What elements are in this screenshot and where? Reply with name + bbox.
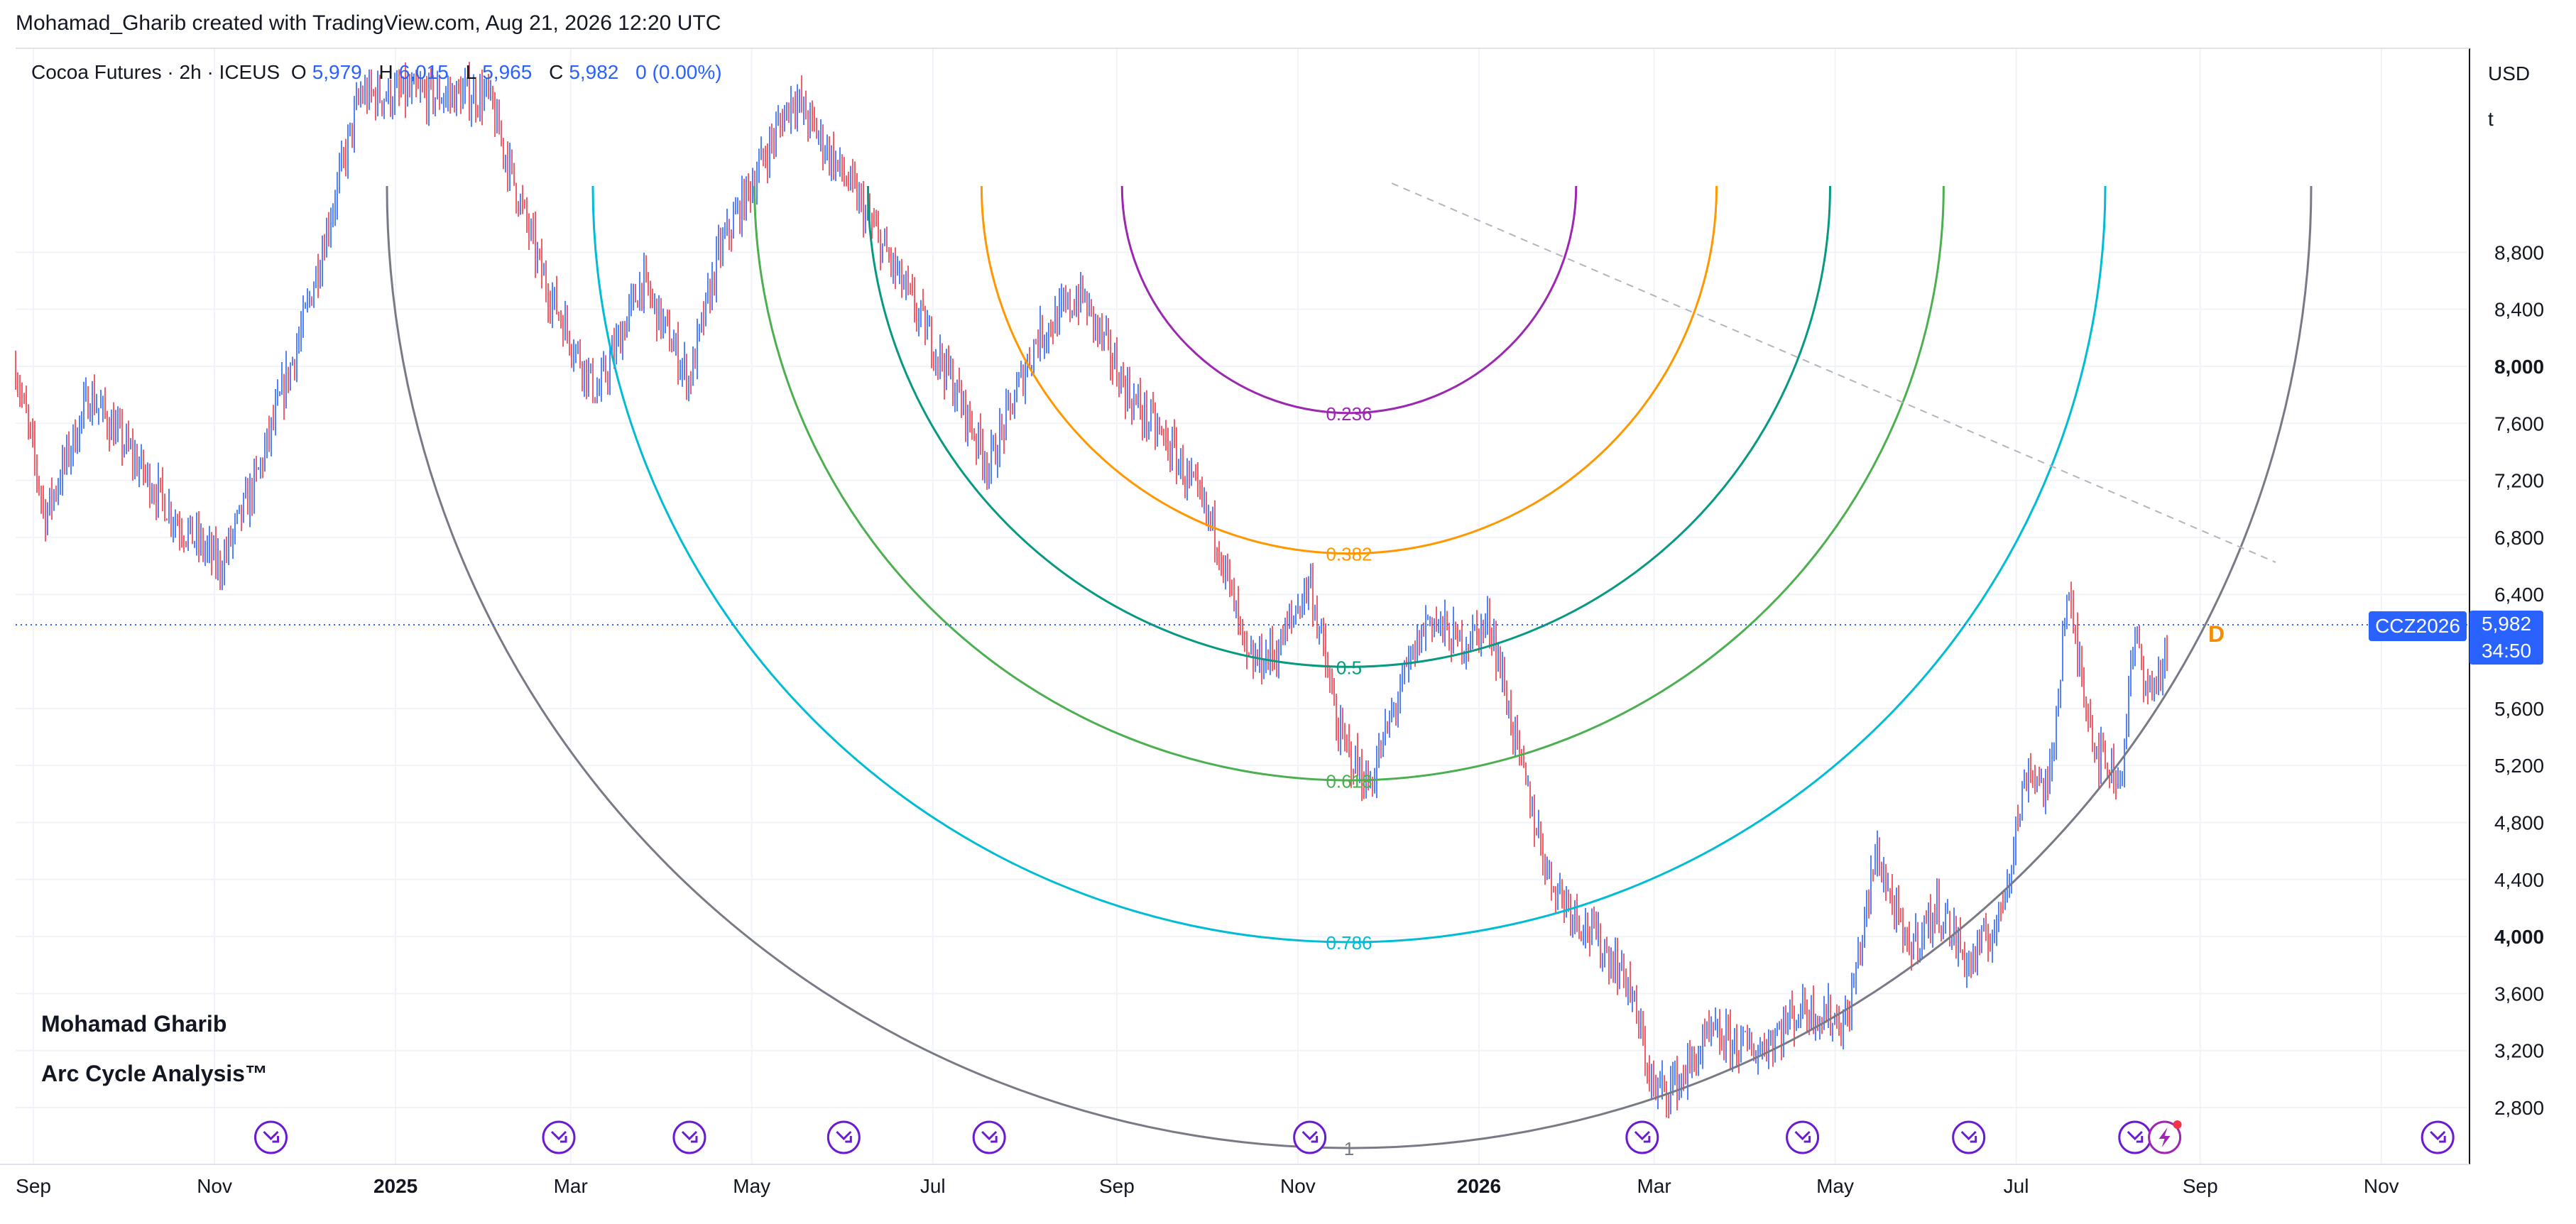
time-tick-label: Sep — [16, 1175, 51, 1197]
event-icon[interactable] — [542, 1120, 576, 1154]
fib-arc — [867, 185, 1831, 668]
price-tick-label: 5,200 — [2494, 755, 2544, 777]
bar-countdown: 34:50 — [2481, 640, 2532, 662]
ohlc-low: L 5,965 — [465, 61, 533, 83]
price-tick-label: 4,800 — [2494, 812, 2544, 834]
price-axis[interactable]: 8,800 8,400 8,000 7,600 7,200 6,800 6,400 5,600… — [2494, 241, 2544, 1119]
dividend-marker[interactable]: D — [2208, 621, 2225, 647]
unit-label[interactable]: t — [2488, 108, 2494, 130]
event-markers — [254, 1120, 2455, 1154]
time-tick-label: Sep — [1099, 1175, 1135, 1197]
price-tick-label: 8,400 — [2494, 299, 2544, 321]
fib-arcs: 0.236 0.382 0.5 0.618 0.786 1 — [386, 185, 2313, 1159]
author-watermark: Mohamad Gharib — [41, 1011, 227, 1037]
ohlc-open: O 5,979 — [290, 61, 362, 83]
time-tick-label: Nov — [2364, 1175, 2399, 1197]
event-icon[interactable] — [1625, 1120, 1659, 1154]
price-tick-label: 3,600 — [2494, 983, 2544, 1005]
event-icon[interactable] — [672, 1120, 706, 1154]
fib-arc — [1120, 185, 1578, 415]
last-price-tag: 5,982 34:50 — [2469, 611, 2543, 665]
fib-arc — [753, 185, 1945, 782]
price-tick-label: 2,800 — [2494, 1097, 2544, 1119]
event-icon[interactable] — [1786, 1120, 1820, 1154]
trend-line — [1391, 182, 2276, 563]
event-icon[interactable] — [2118, 1120, 2152, 1154]
currency-label[interactable]: USD — [2488, 62, 2531, 84]
price-series — [15, 62, 2168, 1119]
price-tick-label: 6,400 — [2494, 584, 2544, 606]
ohlc-high: H 6,015 — [378, 61, 449, 83]
fib-arc-label: 0.236 — [1326, 403, 1372, 425]
event-icon[interactable] — [972, 1120, 1006, 1154]
price-axis-corner — [2469, 1164, 2576, 1224]
last-price-value: 5,982 — [2481, 613, 2532, 635]
time-tick-label: May — [733, 1175, 770, 1197]
price-tick-label: 5,600 — [2494, 698, 2544, 720]
time-tick-label: Nov — [197, 1175, 232, 1197]
event-icon[interactable] — [1952, 1120, 1986, 1154]
symbol-legend: Cocoa Futures · 2h · ICEUS O 5,979 H 6,015… — [31, 61, 728, 84]
time-tick-label: Sep — [2183, 1175, 2218, 1197]
event-icon[interactable] — [826, 1120, 861, 1154]
event-icon[interactable] — [254, 1120, 288, 1154]
fib-arc-label: 0.618 — [1326, 770, 1372, 792]
time-axis[interactable]: Sep Nov 2025 Mar May Jul Sep Nov 2026 Mar May Jul Se… — [16, 1175, 2398, 1197]
ohlc-change: 0 (0.00%) — [635, 61, 722, 83]
event-icon[interactable] — [2421, 1120, 2455, 1154]
symbol-name[interactable]: Cocoa Futures · 2h · ICEUS — [31, 61, 280, 83]
time-tick-label: 2026 — [1457, 1175, 1501, 1197]
fib-arc-label: 0.382 — [1326, 544, 1372, 565]
time-tick-label: 2025 — [373, 1175, 417, 1197]
analysis-watermark: Arc Cycle Analysis™ — [41, 1061, 268, 1086]
fib-arc — [591, 185, 2107, 944]
price-tick-label: 7,200 — [2494, 470, 2544, 492]
price-tick-label: 3,200 — [2494, 1040, 2544, 1062]
price-tick-label: 7,600 — [2494, 412, 2544, 435]
lightning-icon[interactable] — [2148, 1120, 2182, 1154]
time-tick-label: Nov — [1280, 1175, 1316, 1197]
time-tick-label: Mar — [1637, 1175, 1671, 1197]
event-icon[interactable] — [1293, 1120, 1327, 1154]
attribution-text: Mohamad_Gharib created with TradingView.… — [16, 11, 721, 35]
time-tick-label: Mar — [554, 1175, 588, 1197]
price-tick-label: 8,800 — [2494, 241, 2544, 263]
price-tick-label: 6,800 — [2494, 527, 2544, 549]
fib-arc-label: 0.5 — [1336, 657, 1362, 679]
fib-arc-label: 1 — [1344, 1138, 1354, 1159]
time-tick-label: May — [1816, 1175, 1854, 1197]
price-tick-label: 4,400 — [2494, 869, 2544, 891]
symbol-price-tag: CCZ2026 — [2369, 611, 2467, 641]
time-tick-label: Jul — [920, 1175, 946, 1197]
price-tick-label: 8,000 — [2494, 356, 2544, 378]
ohlc-close: C 5,982 — [549, 61, 619, 83]
fib-arc — [980, 185, 1718, 555]
time-tick-label: Jul — [2004, 1175, 2029, 1197]
fib-arc-label: 0.786 — [1326, 932, 1372, 953]
chart-grid — [16, 48, 2467, 1164]
price-tick-label: 4,000 — [2494, 926, 2544, 948]
fib-arc — [386, 185, 2313, 1149]
